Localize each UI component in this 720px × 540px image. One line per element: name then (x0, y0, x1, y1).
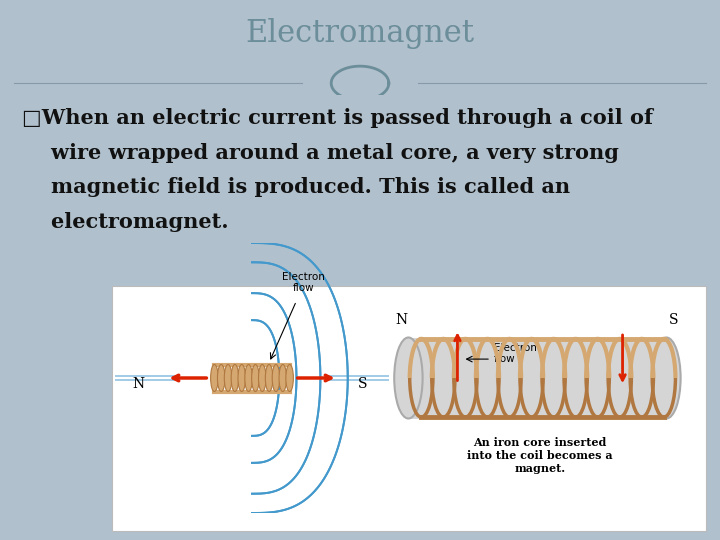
Ellipse shape (245, 364, 252, 391)
Text: magnetic field is produced. This is called an: magnetic field is produced. This is call… (22, 177, 570, 197)
Ellipse shape (217, 364, 225, 391)
Ellipse shape (258, 364, 266, 391)
Ellipse shape (279, 364, 287, 391)
Text: □When an electric current is passed through a coil of: □When an electric current is passed thro… (22, 108, 652, 128)
Ellipse shape (231, 364, 238, 391)
Text: An iron core inserted
into the coil becomes a
magnet.: An iron core inserted into the coil beco… (467, 437, 613, 474)
Text: Electromagnet: Electromagnet (246, 18, 474, 49)
Text: S: S (358, 376, 367, 390)
FancyBboxPatch shape (408, 338, 667, 418)
Ellipse shape (652, 338, 680, 418)
Ellipse shape (252, 364, 259, 391)
Ellipse shape (272, 364, 279, 391)
Text: wire wrapped around a metal core, a very strong: wire wrapped around a metal core, a very… (22, 143, 618, 163)
Text: N: N (395, 313, 408, 327)
Text: N: N (132, 376, 145, 390)
FancyBboxPatch shape (112, 286, 706, 531)
Ellipse shape (225, 364, 232, 391)
Ellipse shape (266, 364, 273, 391)
Text: electromagnet.: electromagnet. (22, 212, 228, 232)
Text: S: S (669, 313, 678, 327)
Ellipse shape (211, 364, 218, 391)
Text: Electron
flow: Electron flow (282, 272, 325, 293)
Text: Electron
flow: Electron flow (494, 343, 536, 364)
Ellipse shape (395, 338, 423, 418)
Ellipse shape (286, 364, 293, 391)
Ellipse shape (238, 364, 246, 391)
